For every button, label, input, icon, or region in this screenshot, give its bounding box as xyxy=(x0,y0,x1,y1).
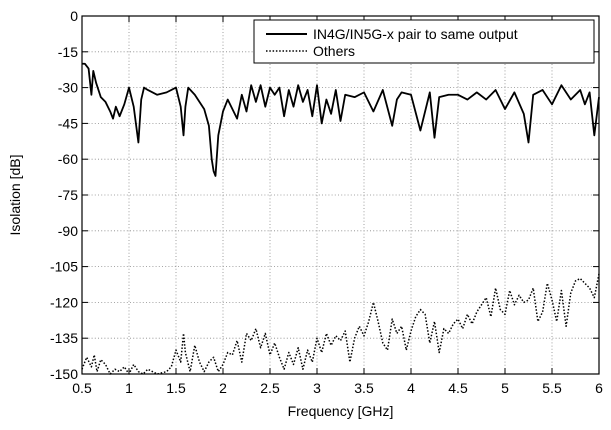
y-tick-labels: 0 -15 -30 -45 -60 -75 -90 -105 -120 -135 -150 xyxy=(50,8,78,382)
x-tick-label: 3.5 xyxy=(354,380,374,396)
x-tick-label: 1.5 xyxy=(166,380,186,396)
tick-marks xyxy=(81,15,600,375)
y-tick-label: -75 xyxy=(58,187,78,203)
x-tick-label: 5.5 xyxy=(542,380,562,396)
x-tick-label: 2.5 xyxy=(260,380,280,396)
x-tick-label: 4.5 xyxy=(448,380,468,396)
y-tick-label: -135 xyxy=(50,330,78,346)
x-tick-label: 4 xyxy=(407,380,415,396)
x-tick-label: 2 xyxy=(219,380,227,396)
legend-label-series-1: IN4G/IN5G-x pair to same output xyxy=(313,26,518,42)
y-tick-label: -105 xyxy=(50,259,78,275)
x-tick-labels: 0.5 1 1.5 2 2.5 3 3.5 4 4.5 5 5.5 6 xyxy=(72,380,603,396)
series-line-pair-same-output xyxy=(82,62,600,177)
grid-lines xyxy=(82,16,599,374)
x-tick-label: 6 xyxy=(595,380,603,396)
x-tick-label: 0.5 xyxy=(72,380,92,396)
legend-label-series-2: Others xyxy=(313,43,355,59)
y-tick-label: -120 xyxy=(50,294,78,310)
y-tick-label: -45 xyxy=(58,115,78,131)
legend: IN4G/IN5G-x pair to same output Others xyxy=(253,19,595,64)
legend-box xyxy=(253,19,595,64)
series-layer xyxy=(81,62,600,375)
y-tick-label: -150 xyxy=(50,366,78,382)
x-tick-label: 3 xyxy=(313,380,321,396)
x-tick-label: 1 xyxy=(125,380,133,396)
series-line-others xyxy=(81,273,600,375)
x-tick-label: 5 xyxy=(501,380,509,396)
x-axis-title: Frequency [GHz] xyxy=(288,403,394,419)
y-axis-title: Isolation [dB] xyxy=(7,155,23,236)
y-tick-label: -90 xyxy=(58,223,78,239)
y-tick-label: -15 xyxy=(58,44,78,60)
y-tick-label: 0 xyxy=(70,8,78,24)
y-tick-label: -60 xyxy=(58,151,78,167)
y-tick-label: -30 xyxy=(58,80,78,96)
